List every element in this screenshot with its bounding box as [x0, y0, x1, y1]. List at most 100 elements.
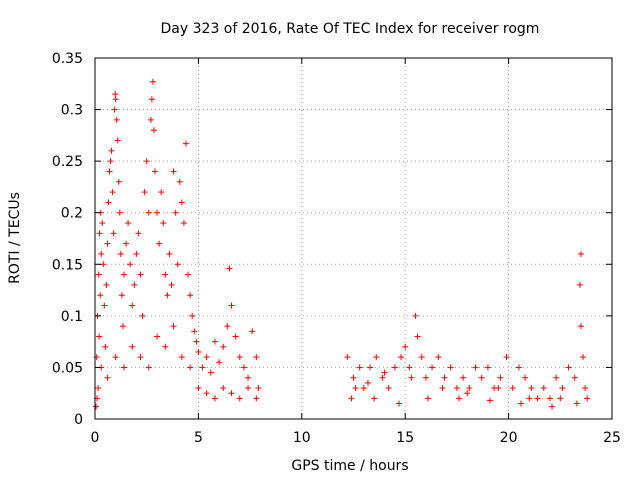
data-point [571, 374, 578, 381]
data-point [107, 158, 114, 165]
data-point [540, 385, 547, 392]
data-point [133, 250, 140, 257]
data-point [495, 385, 502, 392]
data-point [391, 364, 398, 371]
y-tick-label: 0.3 [61, 103, 83, 119]
data-point [116, 209, 123, 216]
data-point [139, 312, 146, 319]
data-point [154, 333, 161, 340]
data-point [150, 127, 157, 134]
axis-ticks [94, 57, 613, 420]
data-point [99, 220, 106, 227]
data-point [174, 261, 181, 268]
x-tick-label: 10 [293, 430, 311, 446]
data-point [145, 209, 152, 216]
x-tick-labels: 0 5 10 15 20 25 [91, 430, 621, 446]
data-point [148, 96, 155, 103]
data-point [422, 374, 429, 381]
y-tick-label: 0.35 [52, 51, 83, 67]
data-point [385, 385, 392, 392]
data-point [402, 343, 409, 350]
data-point [112, 96, 119, 103]
data-point [162, 343, 169, 350]
data-points [93, 78, 591, 410]
data-point [226, 265, 233, 272]
data-point [131, 281, 138, 288]
data-point [350, 374, 357, 381]
data-point [109, 189, 116, 196]
data-point [253, 395, 260, 402]
data-point [255, 385, 262, 392]
data-point [356, 364, 363, 371]
data-point [135, 230, 142, 237]
data-point [203, 354, 210, 361]
data-point [195, 348, 202, 355]
data-point [509, 385, 516, 392]
data-point [176, 178, 183, 185]
y-tick-label: 0.05 [52, 360, 83, 376]
data-point [145, 364, 152, 371]
y-tick-label: 0.2 [61, 206, 83, 222]
data-point [168, 281, 175, 288]
data-point [348, 395, 355, 402]
data-point [546, 395, 553, 402]
data-point [577, 250, 584, 257]
data-point [220, 343, 227, 350]
data-point [559, 385, 566, 392]
x-tick-label: 25 [603, 430, 621, 446]
data-point [518, 400, 525, 407]
data-point [484, 364, 491, 371]
data-point [253, 354, 260, 361]
data-point [162, 271, 169, 278]
data-point [143, 158, 150, 165]
data-point [441, 374, 448, 381]
data-point [127, 261, 134, 268]
data-point [220, 385, 227, 392]
data-point [137, 354, 144, 361]
data-point [123, 240, 130, 247]
data-point [464, 390, 471, 397]
data-point [216, 359, 223, 366]
data-point [435, 354, 442, 361]
data-point [104, 374, 111, 381]
data-point [207, 369, 214, 376]
data-point [486, 397, 493, 404]
data-point [129, 343, 136, 350]
data-point [172, 209, 179, 216]
data-point [526, 395, 533, 402]
data-point [412, 312, 419, 319]
data-point [565, 364, 572, 371]
data-point [364, 379, 371, 386]
data-point [178, 354, 185, 361]
data-point [158, 189, 165, 196]
data-point [371, 395, 378, 402]
data-point [104, 240, 111, 247]
data-point [114, 137, 121, 144]
data-point [414, 333, 421, 340]
data-point [549, 403, 556, 410]
data-point [156, 240, 163, 247]
data-point [189, 312, 196, 319]
data-point [170, 323, 177, 330]
data-point [557, 395, 564, 402]
data-point [185, 271, 192, 278]
plot-frame [94, 57, 613, 420]
data-point [398, 354, 405, 361]
gridlines [95, 58, 612, 419]
data-point [187, 292, 194, 299]
data-point [503, 354, 510, 361]
data-point [439, 385, 446, 392]
data-point [379, 374, 386, 381]
data-point [367, 364, 374, 371]
data-point [211, 338, 218, 345]
data-point [108, 147, 115, 154]
data-point [149, 78, 156, 85]
data-point [154, 209, 161, 216]
data-point [232, 333, 239, 340]
data-point [515, 364, 522, 371]
data-point [455, 395, 462, 402]
data-point [580, 354, 587, 361]
data-point [110, 230, 117, 237]
data-point [113, 116, 120, 123]
data-point [98, 250, 105, 257]
